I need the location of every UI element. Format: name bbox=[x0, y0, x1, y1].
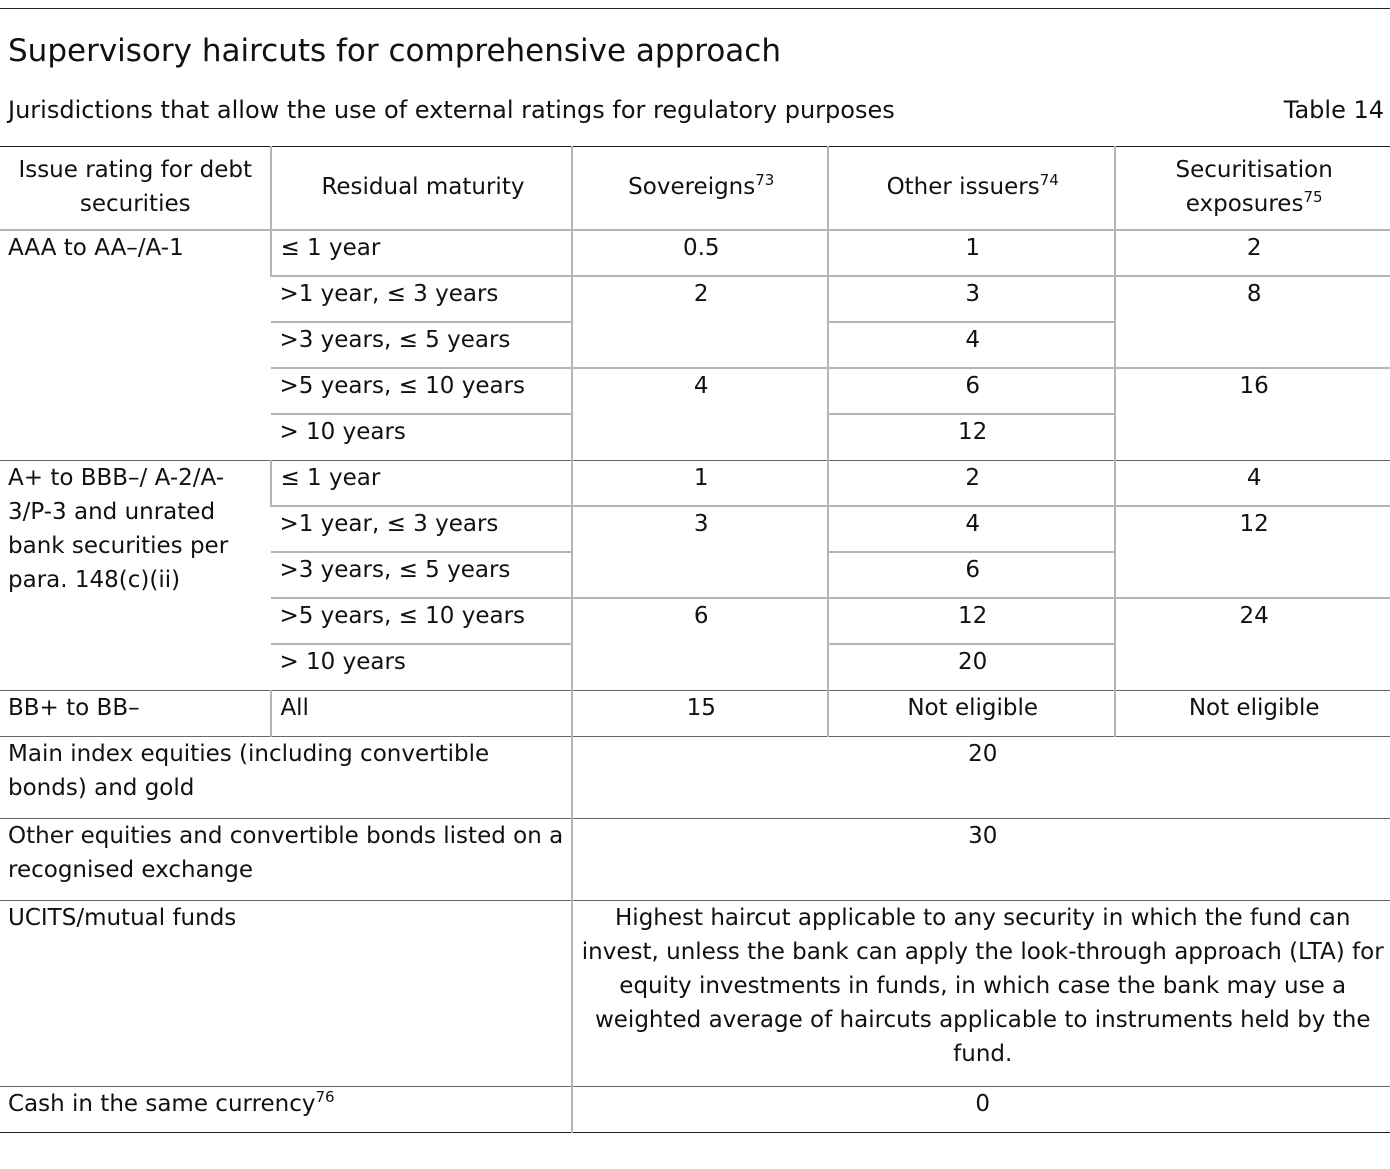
securitisation-cell: 16 bbox=[1114, 367, 1390, 460]
sovereigns-cell: 0.5 bbox=[571, 229, 829, 276]
footnote-76: 76 bbox=[315, 1087, 335, 1106]
table-row: >1 year, ≤ 3 years 2 3 8 bbox=[0, 275, 1390, 368]
maturity-cell: >5 years, ≤ 10 years bbox=[271, 367, 573, 414]
table-row: A+ to BBB–/ A-2/A-3/P-3 and unrated bank… bbox=[0, 459, 1390, 690]
footnote-73: 73 bbox=[755, 171, 775, 189]
other-equities-label: Other equities and convertible bonds lis… bbox=[0, 817, 573, 900]
rating-a: A+ to BBB–/ A-2/A-3/P-3 and unrated bank… bbox=[0, 459, 272, 690]
ucits-value: Highest haircut applicable to any securi… bbox=[571, 899, 1390, 1086]
securitisation-cell: 24 bbox=[1114, 597, 1390, 690]
table-row: UCITS/mutual funds Highest haircut appli… bbox=[0, 899, 1390, 1086]
table-row: >5 years, ≤ 10 years 4 6 16 bbox=[0, 367, 1390, 460]
top-rule bbox=[0, 8, 1390, 9]
table-row: Main index equities (including convertib… bbox=[0, 735, 1390, 818]
cash-value: 0 bbox=[571, 1085, 1390, 1133]
securitisation-cell: Not eligible bbox=[1114, 689, 1390, 736]
maturity-cell: >3 years, ≤ 5 years bbox=[271, 551, 573, 598]
header-sovereigns: Sovereigns73 bbox=[571, 146, 829, 231]
other-issuers-cell: 12 bbox=[827, 413, 1116, 460]
other-issuers-cell: 20 bbox=[827, 643, 1116, 690]
sovereigns-cell: 4 bbox=[571, 367, 829, 460]
other-issuers-cell: 1 bbox=[827, 229, 1116, 276]
header-row: Issue rating for debt securities Residua… bbox=[0, 146, 1390, 231]
main-index-label: Main index equities (including convertib… bbox=[0, 735, 573, 818]
maturity-cell: ≤ 1 year bbox=[270, 459, 573, 506]
rating-bb: BB+ to BB– bbox=[0, 689, 272, 736]
maturity-cell: >1 year, ≤ 3 years bbox=[271, 505, 573, 552]
cash-label-text: Cash in the same currency bbox=[8, 1090, 316, 1117]
table-row: >3 years, ≤ 5 years 6 bbox=[0, 551, 1390, 598]
other-issuers-cell: 12 bbox=[827, 597, 1116, 644]
cash-label: Cash in the same currency76 bbox=[0, 1085, 573, 1133]
page-title: Supervisory haircuts for comprehensive a… bbox=[8, 33, 781, 69]
footnote-75: 75 bbox=[1303, 188, 1323, 206]
maturity-cell: >1 year, ≤ 3 years bbox=[271, 275, 573, 322]
other-equities-value: 30 bbox=[571, 817, 1390, 900]
maturity-cell: All bbox=[270, 689, 573, 736]
sovereigns-cell: 6 bbox=[571, 597, 829, 690]
table-row: >5 years, ≤ 10 years 6 12 24 bbox=[0, 597, 1390, 690]
sovereigns-cell: 1 bbox=[571, 459, 829, 506]
other-issuers-cell: 4 bbox=[827, 321, 1116, 368]
table-row: Other equities and convertible bonds lis… bbox=[0, 817, 1390, 900]
securitisation-cell: 12 bbox=[1114, 505, 1390, 598]
sovereigns-cell: 15 bbox=[571, 689, 829, 736]
securitisation-cell: 8 bbox=[1114, 275, 1390, 368]
header-securitisation-label: Securitisation exposures bbox=[1175, 157, 1333, 217]
other-issuers-cell: 4 bbox=[827, 505, 1116, 552]
other-issuers-cell: 6 bbox=[827, 367, 1116, 414]
table-row: >3 years, ≤ 5 years 4 bbox=[0, 321, 1390, 368]
table-number: Table 14 bbox=[1283, 96, 1384, 124]
header-residual-maturity: Residual maturity bbox=[270, 146, 573, 231]
table-row: BB+ to BB– All 15 Not eligible Not eligi… bbox=[0, 689, 1390, 736]
securitisation-cell: 2 bbox=[1114, 229, 1390, 276]
header-issue-rating: Issue rating for debt securities bbox=[0, 146, 272, 231]
sovereigns-cell: 2 bbox=[571, 275, 829, 368]
other-issuers-cell: Not eligible bbox=[827, 689, 1116, 736]
maturity-cell: ≤ 1 year bbox=[270, 229, 573, 276]
header-sovereigns-label: Sovereigns bbox=[628, 174, 756, 200]
sovereigns-cell: 3 bbox=[571, 505, 829, 598]
maturity-cell: > 10 years bbox=[271, 643, 573, 690]
rating-aaa: AAA to AA–/A-1 bbox=[0, 229, 272, 460]
header-securitisation: Securitisation exposures75 bbox=[1114, 146, 1390, 231]
page-subtitle: Jurisdictions that allow the use of exte… bbox=[8, 96, 895, 124]
securitisation-cell: 4 bbox=[1114, 459, 1390, 506]
table-row: > 10 years 12 bbox=[0, 413, 1390, 460]
haircuts-table: Issue rating for debt securities Residua… bbox=[0, 146, 1390, 1133]
other-issuers-cell: 6 bbox=[827, 551, 1116, 598]
other-issuers-cell: 2 bbox=[827, 459, 1116, 506]
maturity-cell: > 10 years bbox=[271, 413, 573, 460]
header-other-issuers-label: Other issuers bbox=[886, 174, 1040, 200]
table-row: > 10 years 20 bbox=[0, 643, 1390, 690]
table-row: AAA to AA–/A-1 ≤ 1 year 0.5 1 2 bbox=[0, 229, 1390, 460]
table-row: Cash in the same currency76 0 bbox=[0, 1085, 1390, 1133]
ucits-label: UCITS/mutual funds bbox=[0, 899, 573, 1086]
table-row: >1 year, ≤ 3 years 3 4 12 bbox=[0, 505, 1390, 598]
maturity-cell: >3 years, ≤ 5 years bbox=[271, 321, 573, 368]
header-other-issuers: Other issuers74 bbox=[827, 146, 1116, 231]
maturity-cell: >5 years, ≤ 10 years bbox=[271, 597, 573, 644]
main-index-value: 20 bbox=[571, 735, 1390, 818]
other-issuers-cell: 3 bbox=[827, 275, 1116, 322]
footnote-74: 74 bbox=[1039, 171, 1059, 189]
